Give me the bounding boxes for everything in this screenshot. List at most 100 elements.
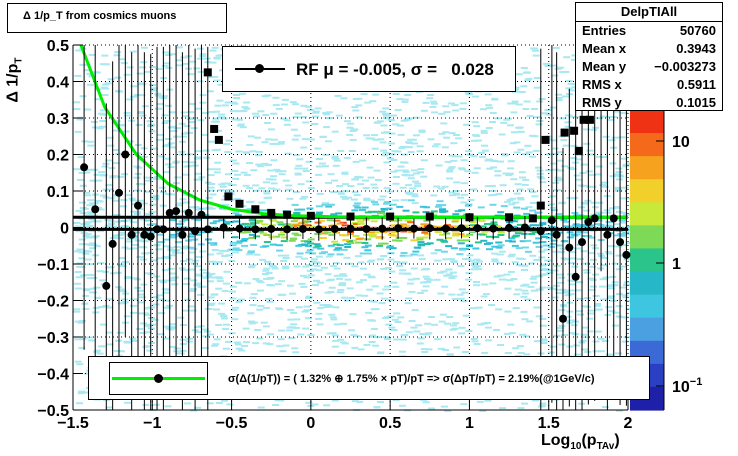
heatmap-cell	[588, 309, 595, 312]
heatmap-cell	[147, 317, 155, 319]
heatmap-cell	[81, 302, 89, 305]
heatmap-cell	[336, 291, 344, 294]
heatmap-cell	[488, 185, 496, 187]
heatmap-cell	[247, 320, 255, 323]
mean-point	[197, 210, 206, 219]
heatmap-cell	[261, 209, 269, 212]
heatmap-cell	[293, 218, 301, 221]
heatmap-cell	[342, 342, 349, 345]
heatmap-cell	[307, 187, 315, 189]
heatmap-cell	[619, 265, 627, 268]
heatmap-cell	[587, 153, 594, 156]
heatmap-cell	[405, 297, 413, 300]
heatmap-cell	[418, 130, 426, 133]
heatmap-cell	[314, 232, 322, 235]
heatmap-cell	[120, 198, 128, 201]
heatmap-cell	[286, 326, 294, 329]
mean-point	[184, 208, 193, 217]
heatmap-cell	[285, 184, 293, 187]
heatmap-cell	[336, 277, 344, 280]
heatmap-cell	[547, 351, 555, 354]
heatmap-cell	[445, 273, 453, 276]
heatmap-cell	[431, 111, 439, 114]
heatmap-cell	[434, 249, 442, 252]
heatmap-cell	[615, 210, 623, 213]
heatmap-cell	[506, 172, 514, 175]
heatmap-cell	[114, 76, 122, 79]
sigma-point	[306, 211, 315, 220]
heatmap-cell	[148, 124, 156, 127]
heatmap-cell	[535, 166, 542, 169]
heatmap-cell	[411, 195, 419, 198]
heatmap-cell	[481, 144, 488, 147]
heatmap-cell	[480, 295, 488, 298]
heatmap-cell	[269, 243, 277, 246]
heatmap-cell	[476, 400, 484, 403]
heatmap-cell	[364, 101, 372, 104]
heatmap-cell	[305, 251, 313, 254]
heatmap-cell	[609, 162, 617, 165]
heatmap-cell	[446, 225, 454, 228]
heatmap-cell	[189, 309, 197, 312]
heatmap-cell	[190, 127, 198, 130]
heatmap-cell	[152, 303, 160, 306]
heatmap-cell	[589, 285, 597, 288]
heatmap-cell	[82, 307, 90, 310]
heatmap-cell	[514, 183, 522, 186]
heatmap-cell	[294, 208, 302, 211]
heatmap-cell	[320, 230, 328, 233]
heatmap-cell	[592, 126, 599, 129]
heatmap-cell	[297, 222, 305, 225]
heatmap-cell	[181, 218, 189, 221]
stats-label: Entries	[582, 23, 627, 38]
heatmap-cell	[101, 94, 109, 96]
heatmap-cell	[195, 218, 202, 221]
heatmap-cell	[558, 343, 566, 346]
heatmap-cell	[539, 402, 547, 405]
heatmap-cell	[420, 159, 428, 162]
heatmap-cell	[189, 289, 197, 292]
sigma-point	[541, 135, 550, 144]
heatmap-cell	[410, 253, 418, 256]
heatmap-cell	[283, 123, 291, 126]
heatmap-cell	[164, 157, 172, 160]
heatmap-cell	[615, 315, 623, 318]
heatmap-cell	[304, 224, 312, 227]
heatmap-cell	[94, 296, 102, 299]
heatmap-cell	[97, 112, 105, 115]
heatmap-cell	[123, 340, 131, 343]
heatmap-cell	[396, 264, 404, 267]
heatmap-cell	[123, 315, 131, 318]
stats-name: DelpTIAll	[576, 3, 722, 22]
heatmap-cell	[568, 89, 576, 92]
heatmap-cell	[219, 185, 227, 188]
stats-row: Mean x 0.3943	[576, 40, 722, 58]
heatmap-cell	[175, 241, 182, 244]
heatmap-cell	[208, 302, 216, 305]
heatmap-cell	[222, 204, 230, 206]
heatmap-cell	[368, 259, 376, 262]
heatmap-cell	[301, 195, 309, 198]
heatmap-cell	[89, 287, 97, 290]
heatmap-cell	[524, 250, 532, 253]
heatmap-cell	[615, 254, 623, 257]
heatmap-cell	[292, 154, 300, 157]
heatmap-cell	[484, 93, 492, 96]
heatmap-cell	[76, 402, 83, 405]
heatmap-cell	[441, 240, 449, 243]
heatmap-cell	[440, 122, 448, 125]
heatmap-cell	[161, 122, 169, 124]
heatmap-cell	[105, 159, 112, 162]
heatmap-cell	[113, 214, 121, 216]
y-tick-label: −0.4	[37, 367, 69, 384]
heatmap-cell	[242, 184, 250, 187]
heatmap-cell	[282, 267, 290, 270]
heatmap-cell	[372, 93, 380, 96]
heatmap-cell	[483, 242, 491, 245]
heatmap-cell	[489, 282, 497, 285]
heatmap-cell	[513, 293, 521, 296]
heatmap-cell	[594, 330, 602, 333]
heatmap-cell	[122, 130, 130, 133]
heatmap-cell	[333, 219, 341, 222]
